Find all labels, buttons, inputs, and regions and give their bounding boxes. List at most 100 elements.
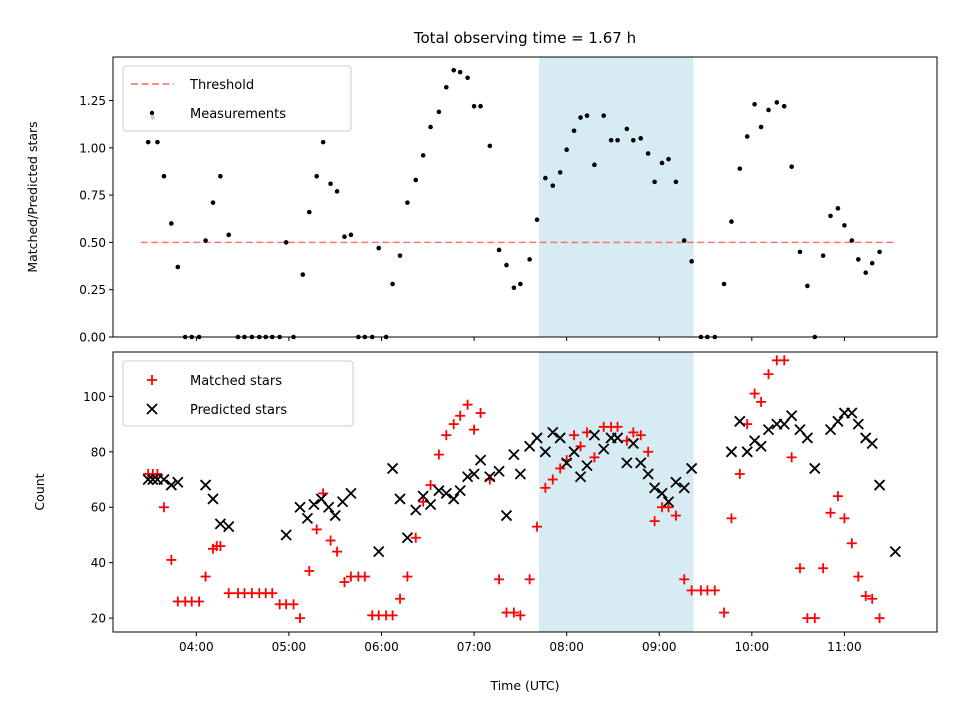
legend-matched-label: Matched stars <box>190 374 282 389</box>
matched-star-point <box>555 463 566 474</box>
bottom-x-ticks: 04:00 05:00 06:00 07:00 08:00 09:00 10:00 11:00 <box>179 632 862 654</box>
predicted-star-point <box>165 479 177 491</box>
measurement-point <box>471 103 477 109</box>
predicted-star-point <box>866 437 878 450</box>
measurement-point <box>527 257 532 262</box>
matched-star-point <box>547 474 558 485</box>
measurement-point <box>444 84 449 90</box>
matched-star-point <box>532 521 543 532</box>
measurement-point <box>169 221 174 226</box>
y-tick-label: 100 <box>83 390 106 404</box>
predicted-star-point <box>223 521 235 533</box>
predicted-star-point <box>852 418 864 430</box>
predicted-star-point <box>873 479 886 491</box>
matched-star-point <box>763 369 774 380</box>
measurement-point <box>428 124 433 130</box>
measurement-point <box>789 164 794 170</box>
measurement-point <box>689 259 694 264</box>
bottom-legend: Matched stars Predicted stars <box>122 360 354 427</box>
matched-star-point <box>441 430 452 441</box>
matched-star-point <box>779 355 790 366</box>
measurement-point <box>218 173 223 179</box>
matched-star-point <box>832 491 843 502</box>
measurement-point <box>175 264 181 270</box>
measurement-point <box>578 115 583 120</box>
predicted-star-point <box>554 432 566 444</box>
matched-star-point <box>663 502 674 513</box>
predicted-star-point <box>588 429 601 441</box>
measurement-point <box>328 181 333 187</box>
measurement-point <box>390 281 395 287</box>
measurement-point <box>145 139 151 145</box>
measurement-point <box>774 100 780 105</box>
predicted-star-point <box>394 493 406 505</box>
measurement-point <box>681 238 687 243</box>
measurement-point <box>666 156 671 162</box>
measurement-point <box>638 136 644 141</box>
predicted-star-point <box>440 487 452 500</box>
measurement-point <box>306 209 312 215</box>
measurement-point <box>314 173 319 179</box>
predicted-star-point <box>786 410 798 422</box>
top-legend-frame <box>122 65 352 132</box>
matched-star-point <box>734 468 745 479</box>
predicted-star-point <box>493 465 505 477</box>
y-tick-label: 1.00 <box>79 141 106 155</box>
bottom-x-axis-label: Time (UTC) <box>489 678 559 693</box>
predicted-star-point <box>539 446 552 458</box>
matched-star-point <box>686 585 697 596</box>
matched-star-point <box>756 396 767 407</box>
top-y-axis-label: Matched/Predicted stars <box>25 121 40 272</box>
predicted-star-point <box>581 460 593 472</box>
measurement-point <box>721 281 727 287</box>
matched-star-point <box>612 421 623 432</box>
matched-star-point <box>628 427 639 438</box>
y-tick-label: 80 <box>91 445 106 459</box>
measurement-point <box>504 262 509 268</box>
matched-star-point <box>575 441 586 452</box>
matched-star-point <box>825 507 836 518</box>
predicted-star-point <box>598 443 610 455</box>
matched-star-point <box>475 407 486 418</box>
predicted-star-point <box>484 471 496 483</box>
legend-matched-swatch <box>147 375 157 385</box>
matched-star-point <box>158 502 169 513</box>
measurement-point <box>877 249 882 255</box>
matched-star-point <box>709 585 720 596</box>
measurement-point <box>465 75 470 81</box>
measurement-point <box>781 103 787 109</box>
top-panel: 0.00 0.25 0.50 0.75 1.00 1.25 Total observing… <box>25 29 938 345</box>
top-axes-frame <box>112 56 938 338</box>
measurement-point <box>805 283 810 289</box>
measurement-point <box>487 143 493 149</box>
y-tick-label: 20 <box>91 612 106 626</box>
matched-star-point <box>649 516 660 527</box>
predicted-star-point <box>741 446 753 458</box>
matched-star-point <box>524 574 535 585</box>
measurement-point <box>457 69 463 75</box>
predicted-star-point <box>832 415 844 427</box>
predicted-star-point <box>611 432 624 444</box>
x-tick-label: 07:00 <box>457 640 492 654</box>
measurement-point <box>300 272 306 277</box>
measurement-point <box>863 270 869 275</box>
predicted-star-point <box>410 504 422 516</box>
x-tick-label: 06:00 <box>364 640 399 654</box>
measurement-point <box>744 134 750 139</box>
predicted-star-point <box>142 473 154 486</box>
bottom-span <box>538 352 694 632</box>
matched-star-point <box>818 563 829 574</box>
matched-star-point <box>726 513 737 524</box>
predicted-star-point <box>508 448 520 461</box>
measurement-point <box>645 151 651 156</box>
measurement-point <box>550 183 556 188</box>
matched-star-point <box>462 399 473 410</box>
matched-star-point <box>846 538 857 549</box>
matched-star-point <box>200 571 211 582</box>
predicted-star-point <box>401 532 414 544</box>
matched-star-point <box>410 532 421 543</box>
y-tick-label: 0.50 <box>79 236 106 250</box>
predicted-star-point <box>323 501 335 513</box>
legend-threshold-label: Threshold <box>189 78 254 93</box>
